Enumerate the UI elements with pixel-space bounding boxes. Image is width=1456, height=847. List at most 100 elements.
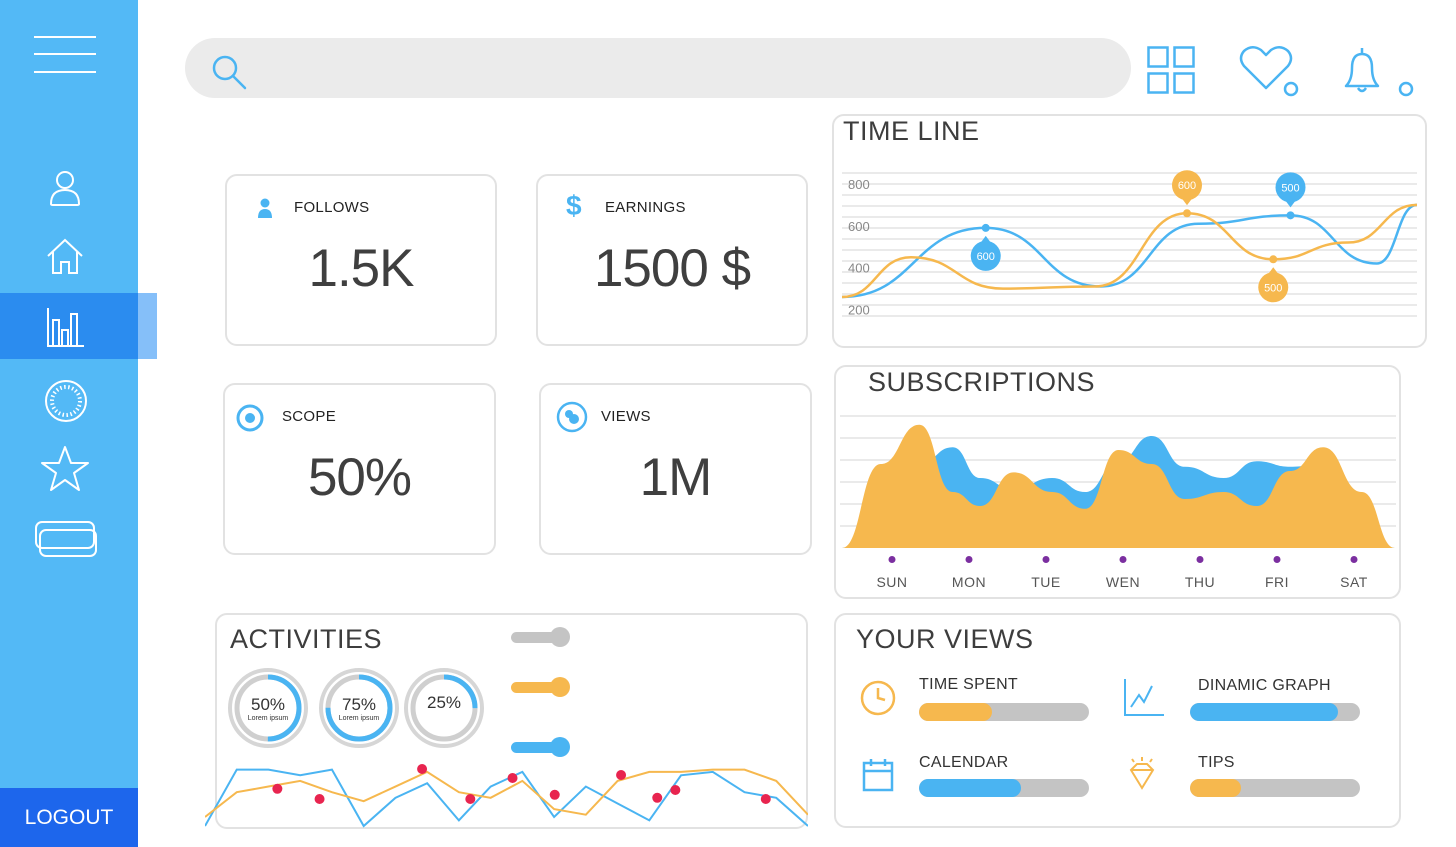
search-bar[interactable] [185, 38, 1131, 98]
timeline-marker-label: 600 [1178, 180, 1196, 192]
dial-icon [45, 380, 87, 422]
star-icon [41, 446, 89, 491]
timeline-tick-label: 600 [848, 219, 870, 234]
subscriptions-title: SUBSCRIPTIONS [868, 367, 1096, 397]
activity-point [417, 764, 428, 774]
user-icon [49, 171, 81, 206]
timeline-series-line [841, 203, 1418, 299]
timeline-marker[interactable]: 600 [1172, 170, 1202, 218]
search-input[interactable] [255, 50, 1109, 88]
day-marker-dot [1350, 556, 1358, 563]
day-label: SUN [876, 574, 908, 590]
subscriptions-chart [840, 415, 1396, 548]
tips-label: TIPS [1198, 754, 1235, 771]
day-label: TUE [1031, 574, 1061, 590]
ring-value: 75% [341, 695, 377, 714]
bar-fill [1190, 779, 1241, 797]
timeline-marker[interactable]: 500 [1275, 172, 1306, 220]
timeline-marker-label: 500 [1281, 182, 1299, 194]
your-views-title: YOUR VIEWS [856, 624, 1034, 654]
views-label: VIEWS [601, 408, 651, 425]
activity-point [272, 783, 283, 794]
home-icon [47, 238, 83, 274]
calendar-bar [919, 779, 1089, 797]
day-marker-dot [1273, 556, 1281, 563]
heart-icon[interactable] [1238, 44, 1302, 100]
sidebar-item-cards[interactable] [0, 506, 138, 572]
day-marker-dot [888, 556, 896, 563]
calendar-icon [862, 759, 894, 792]
menu-icon[interactable] [34, 36, 96, 74]
follows-label: FOLLOWS [294, 199, 370, 216]
cards-icon [35, 521, 97, 557]
timeline-marker-label: 600 [977, 251, 995, 263]
stat-card-follows: FOLLOWS 1.5K [225, 174, 497, 346]
time-spent-label: TIME SPENT [919, 676, 1019, 693]
clock-icon [860, 680, 896, 716]
stat-card-earnings: $ EARNINGS 1500 $ [536, 174, 808, 346]
calendar-label: CALENDAR [919, 754, 1009, 771]
activity-toggle-track[interactable] [511, 682, 561, 693]
activity-point [314, 794, 325, 804]
activity-point [616, 770, 627, 780]
activity-point [465, 794, 476, 804]
activities-chart [205, 764, 808, 828]
dollar-icon: $ [566, 190, 582, 221]
bar-chart-icon [47, 308, 84, 347]
day-marker-dot [1042, 556, 1050, 563]
bar-fill [1190, 703, 1338, 721]
activity-point [760, 794, 771, 804]
sidebar-item-dial[interactable] [0, 366, 138, 432]
activity-point [507, 773, 518, 783]
day-label: THU [1184, 574, 1216, 590]
day-marker-dot [965, 556, 973, 563]
stat-card-scope: SCOPE 50% [223, 383, 496, 555]
timeline-tick-label: 400 [848, 261, 870, 276]
timeline-tick-label: 800 [848, 177, 870, 192]
timeline-chart: 800 600 400 200 600 600 500 500 [841, 170, 1418, 318]
timeline-marker[interactable]: 600 [970, 223, 1001, 271]
diamond-icon [1129, 757, 1155, 790]
activities-panel [215, 613, 808, 829]
views-value: 1M [639, 448, 713, 507]
ring-value: 50% [250, 695, 286, 714]
line-graph-icon [1124, 679, 1164, 716]
activities-title: ACTIVITIES [230, 624, 383, 654]
grid-icon[interactable] [1147, 46, 1195, 94]
activity-point [652, 792, 663, 803]
bar-fill [919, 703, 993, 721]
search-icon[interactable] [209, 52, 249, 92]
activity-series-line [205, 768, 808, 828]
day-marker-dot [1119, 556, 1127, 563]
activity-toggle-knob[interactable] [550, 627, 570, 647]
activity-toggle-knob[interactable] [550, 737, 570, 757]
activity-toggle-track[interactable] [511, 632, 561, 643]
bell-icon[interactable] [1338, 44, 1418, 100]
activity-series-line [205, 768, 808, 818]
day-label: WEN [1105, 574, 1141, 590]
ring-value: 25% [426, 693, 462, 712]
activity-point [549, 789, 560, 800]
day-label: FRI [1264, 574, 1290, 590]
timeline-marker[interactable]: 500 [1258, 255, 1289, 303]
sidebar-item-stats[interactable] [0, 293, 157, 359]
progress-ring: 50% Lorem ipsum [227, 667, 309, 749]
timeline-title: TIME LINE [843, 116, 980, 146]
activity-toggle-track[interactable] [511, 742, 561, 753]
logout-button[interactable]: LOGOUT [0, 788, 138, 847]
follows-value: 1.5K [308, 239, 414, 298]
progress-ring: 25% [403, 667, 485, 749]
sidebar-item-favorites[interactable] [0, 436, 138, 502]
sidebar-item-profile[interactable] [0, 155, 138, 221]
timeline-marker-label: 500 [1264, 282, 1282, 294]
activity-toggle-knob[interactable] [550, 677, 570, 697]
sidebar-item-home[interactable] [0, 222, 138, 288]
earnings-value: 1500 $ [593, 239, 751, 298]
bar-fill [919, 779, 1021, 797]
timeline-series-line [841, 203, 1418, 299]
stat-card-views: VIEWS 1M [539, 383, 812, 555]
scope-label: SCOPE [282, 408, 337, 425]
activity-point [670, 785, 681, 795]
day-label: SAT [1340, 574, 1368, 590]
dinamic-graph-label: DINAMIC GRAPH [1198, 677, 1331, 694]
